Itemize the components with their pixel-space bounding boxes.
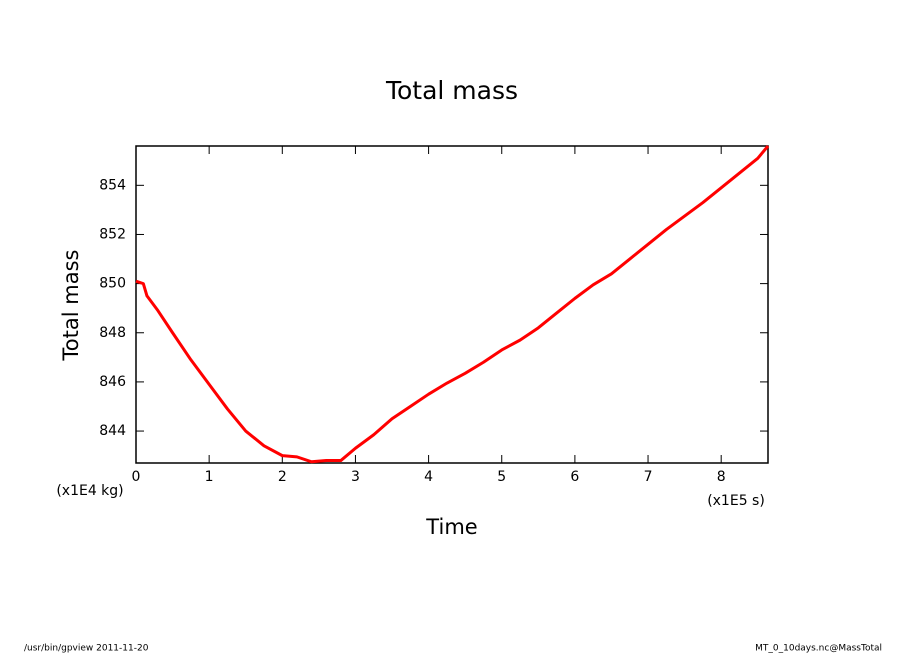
x-tick-label: 6 <box>570 469 579 485</box>
x-tick-label: 3 <box>351 469 360 485</box>
y-tick-label: 846 <box>99 374 126 390</box>
data-line <box>135 145 770 464</box>
y-tick-label: 848 <box>99 325 126 341</box>
footer-left: /usr/bin/gpview 2011-11-20 <box>24 644 149 654</box>
x-tick-label: 7 <box>644 469 653 485</box>
x-axis-label: Time <box>425 515 477 539</box>
x-tick-label: 8 <box>717 469 726 485</box>
y-unit-label: (x1E4 kg) <box>56 483 123 499</box>
x-tick-label: 1 <box>205 469 214 485</box>
x-tick-label: 4 <box>424 469 433 485</box>
y-tick-label: 850 <box>99 276 126 292</box>
chart-title: Total mass <box>385 76 518 105</box>
plot-frame <box>135 145 769 464</box>
y-axis-label: Total mass <box>59 250 83 362</box>
x-tick-label: 2 <box>278 469 287 485</box>
x-tick-label: 5 <box>497 469 506 485</box>
y-tick-label: 852 <box>99 226 126 242</box>
y-tick-label: 854 <box>99 177 126 193</box>
footer-right: MT_0_10days.nc@MassTotal <box>755 644 882 654</box>
x-tick-label: 0 <box>132 469 141 485</box>
x-unit-label: (x1E5 s) <box>707 493 765 509</box>
y-tick-label: 844 <box>99 423 126 439</box>
